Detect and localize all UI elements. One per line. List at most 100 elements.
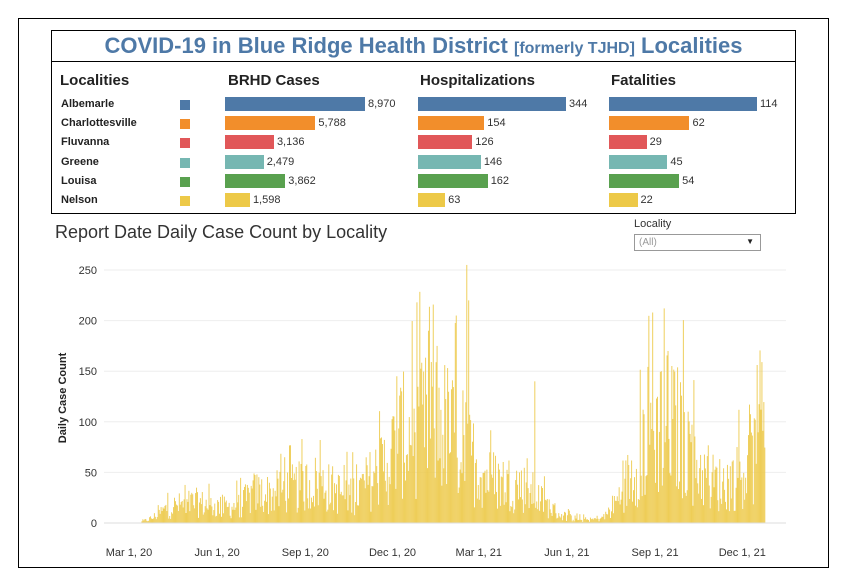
daily-case-bar [614,500,616,523]
daily-case-bar [289,445,291,523]
daily-case-bar [618,487,620,523]
daily-case-bar [625,460,627,523]
daily-case-bar [743,472,745,523]
locality-name: Charlottesville [61,117,137,130]
daily-case-bar [311,497,313,523]
daily-case-bar [450,452,451,523]
daily-case-bar [218,501,220,523]
daily-case-bar [573,521,575,523]
daily-case-bar [728,511,730,523]
daily-case-bar [626,505,628,523]
daily-case-bar [418,406,420,523]
daily-case-bar [264,500,266,523]
daily-case-bar [504,492,506,523]
daily-case-bar [298,461,300,523]
daily-case-bar [417,386,419,523]
daily-case-bar [376,466,378,523]
daily-case-bar [167,492,169,523]
daily-case-bar [249,513,251,523]
daily-case-bar [716,467,718,523]
daily-case-bar [703,505,704,523]
daily-case-bar [667,350,669,523]
daily-case-bar [508,460,510,523]
daily-case-bar [571,521,573,523]
daily-case-bar [431,386,433,523]
daily-case-bar [215,516,217,523]
daily-case-bar [700,454,702,523]
daily-case-bar [712,454,714,523]
daily-case-bar [184,484,186,523]
daily-case-bar [657,396,658,523]
daily-case-bar [332,466,334,523]
daily-case-bar [546,498,548,523]
daily-case-bar [159,513,161,523]
daily-case-bar [709,508,711,523]
daily-case-bar [231,506,233,523]
daily-case-bar [421,362,423,523]
daily-case-bar [717,500,719,523]
daily-case-bar [347,510,349,523]
daily-case-bar [595,519,597,523]
daily-case-bar [634,505,636,523]
daily-case-bar [498,469,500,523]
daily-case-bar [732,460,734,523]
daily-case-bar [429,438,431,523]
daily-case-bar [427,330,429,523]
daily-case-bar [705,477,707,523]
hospitalizations-bar [418,116,485,131]
daily-case-bar [289,445,290,523]
daily-case-bar [519,472,520,523]
daily-case-bar [550,512,552,523]
daily-case-bar [411,321,413,523]
daily-case-bar [601,516,603,523]
daily-case-bar [671,365,673,523]
daily-case-bar [436,345,438,523]
daily-case-bar [694,436,696,523]
daily-case-bar [577,520,579,523]
daily-case-bar [615,500,617,523]
daily-case-bar [387,504,389,523]
daily-case-bar [641,496,643,523]
daily-case-bar [754,419,756,523]
daily-case-bar [222,513,224,523]
daily-case-bar [617,501,619,523]
daily-case-bar [302,471,304,523]
daily-case-bar [649,444,651,523]
daily-case-bar [753,418,755,523]
daily-case-bar [434,477,436,523]
x-tick-label: Sep 1, 20 [282,547,329,559]
daily-case-bar [364,488,366,523]
daily-case-bar [726,464,728,523]
daily-case-bar [485,492,487,523]
locality-filter-dropdown[interactable]: (All) ▼ [634,234,761,251]
daily-case-bar [424,447,426,523]
daily-case-bar [333,510,335,523]
daily-case-bar [477,485,479,523]
daily-case-bar [272,488,274,523]
daily-case-bar [593,518,595,523]
daily-case-bar [570,515,572,523]
daily-case-bar [216,515,218,523]
daily-case-bar [223,496,225,523]
daily-case-bar [409,444,411,523]
daily-case-bar [632,501,634,523]
daily-case-bar [646,475,648,523]
daily-case-bar [143,520,145,523]
chevron-down-icon[interactable]: ▼ [746,237,754,246]
daily-case-bar [312,502,313,523]
daily-case-bar [334,483,336,523]
daily-case-bar [383,439,385,523]
daily-case-bar [355,502,357,523]
daily-case-bar [527,488,529,523]
daily-case-bar [496,491,497,523]
daily-case-bar [476,498,478,523]
daily-case-bar [310,508,312,523]
daily-case-bar [451,380,453,523]
daily-case-bar [200,504,202,523]
daily-case-bar [699,468,701,523]
daily-case-bar [202,514,204,523]
daily-case-bar [349,495,351,523]
daily-case-bar [764,447,766,523]
daily-case-bar [234,509,236,523]
daily-case-bar [178,493,180,523]
